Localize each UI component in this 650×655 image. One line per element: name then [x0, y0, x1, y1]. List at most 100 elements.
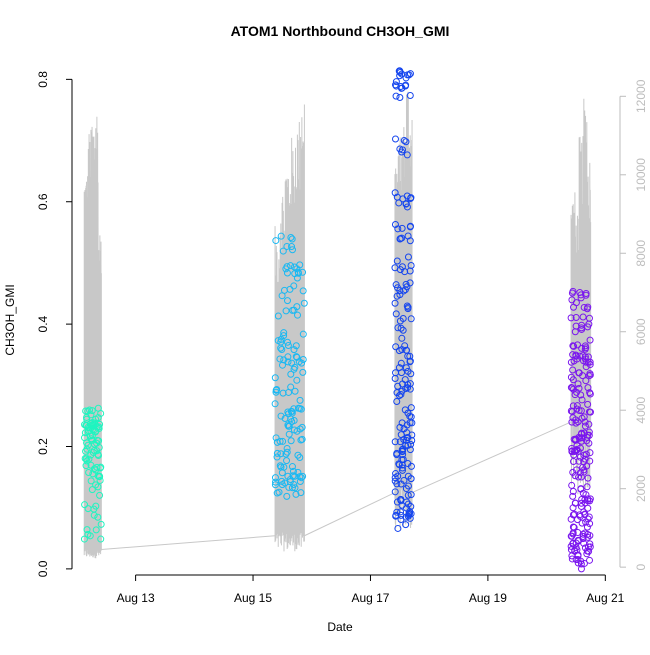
data-point: [272, 237, 280, 245]
y-tick-label: 0.4: [36, 315, 50, 332]
data-point: [569, 492, 577, 500]
data-point: [296, 473, 304, 481]
data-point: [586, 497, 594, 505]
data-point: [586, 389, 594, 397]
data-point: [396, 93, 404, 101]
data-point: [272, 388, 280, 396]
data-point: [397, 497, 405, 505]
data-point: [402, 521, 410, 529]
data-point: [81, 429, 89, 437]
series-flight-4: [567, 287, 594, 573]
data-point: [391, 299, 399, 307]
data-point: [276, 355, 284, 363]
data-point: [402, 346, 410, 354]
data-point: [407, 475, 415, 483]
data-point: [299, 268, 307, 276]
data-point: [401, 268, 409, 276]
data-point: [572, 543, 580, 551]
data-point: [392, 78, 400, 86]
data-point: [568, 384, 576, 392]
data-point: [280, 463, 288, 471]
data-point: [84, 530, 92, 538]
data-point: [284, 421, 292, 429]
y-tick-label: 0.6: [36, 193, 50, 210]
data-point: [294, 311, 302, 319]
y2-tick-label: 0: [634, 563, 648, 570]
data-point: [396, 438, 404, 446]
data-point: [283, 242, 291, 250]
data-point: [582, 377, 590, 385]
data-point: [569, 468, 577, 476]
data-point: [406, 380, 414, 388]
data-point: [288, 235, 296, 243]
data-point: [407, 404, 415, 412]
series-flight-2: [271, 232, 308, 500]
data-point: [586, 556, 594, 564]
data-point: [83, 526, 91, 534]
data-point: [283, 297, 291, 305]
data-point: [576, 469, 584, 477]
data-point: [88, 407, 96, 415]
data-point: [397, 511, 405, 519]
data-point: [576, 352, 584, 360]
data-point: [586, 520, 594, 528]
data-point: [584, 495, 592, 503]
data-point: [584, 384, 592, 392]
x-tick-label: Aug 19: [469, 591, 507, 605]
y2-tick-label: 2000: [634, 475, 648, 502]
data-point: [287, 370, 295, 378]
data-point: [87, 461, 95, 469]
data-point: [282, 307, 290, 315]
data-point: [297, 436, 305, 444]
data-point: [407, 262, 415, 270]
data-point: [580, 559, 588, 567]
data-point: [570, 303, 578, 311]
altitude-transit-1: [101, 535, 276, 550]
altitude-transit-2: [304, 492, 396, 537]
altitude-layer: [83, 91, 592, 559]
data-point: [92, 481, 100, 489]
altitude-transit-3: [411, 421, 572, 494]
data-point: [271, 474, 279, 482]
data-point: [279, 247, 287, 255]
data-point: [407, 491, 415, 499]
y2-tick-label: 8000: [634, 240, 648, 267]
data-point: [290, 306, 298, 314]
data-point: [404, 460, 412, 468]
y-tick-label: 0.0: [36, 560, 50, 577]
data-point: [406, 70, 414, 78]
data-point: [86, 406, 94, 414]
data-point: [297, 489, 305, 497]
data-point: [287, 407, 295, 415]
data-point: [575, 473, 583, 481]
series-flight-3: [391, 67, 416, 532]
data-point: [391, 438, 399, 446]
data-point: [585, 420, 593, 428]
x-tick-label: Aug 13: [117, 591, 155, 605]
data-point: [567, 314, 575, 322]
data-point: [396, 69, 404, 77]
data-point: [398, 224, 406, 232]
data-point: [399, 146, 407, 154]
data-point: [396, 266, 404, 274]
data-point: [402, 138, 410, 146]
data-point: [290, 282, 298, 290]
data-point: [407, 413, 415, 421]
data-point: [92, 526, 100, 534]
data-point: [404, 232, 412, 240]
data-point: [279, 437, 287, 445]
data-point: [287, 262, 295, 270]
data-point: [578, 344, 586, 352]
data-point: [97, 535, 105, 543]
data-point: [290, 346, 298, 354]
data-point: [89, 421, 97, 429]
data-point: [577, 294, 585, 302]
data-point: [96, 491, 104, 499]
data-point: [578, 325, 586, 333]
data-point: [568, 532, 576, 540]
data-point: [397, 359, 405, 367]
data-point: [296, 478, 304, 486]
data-point: [288, 463, 296, 471]
data-point: [280, 332, 288, 340]
data-point: [573, 388, 581, 396]
